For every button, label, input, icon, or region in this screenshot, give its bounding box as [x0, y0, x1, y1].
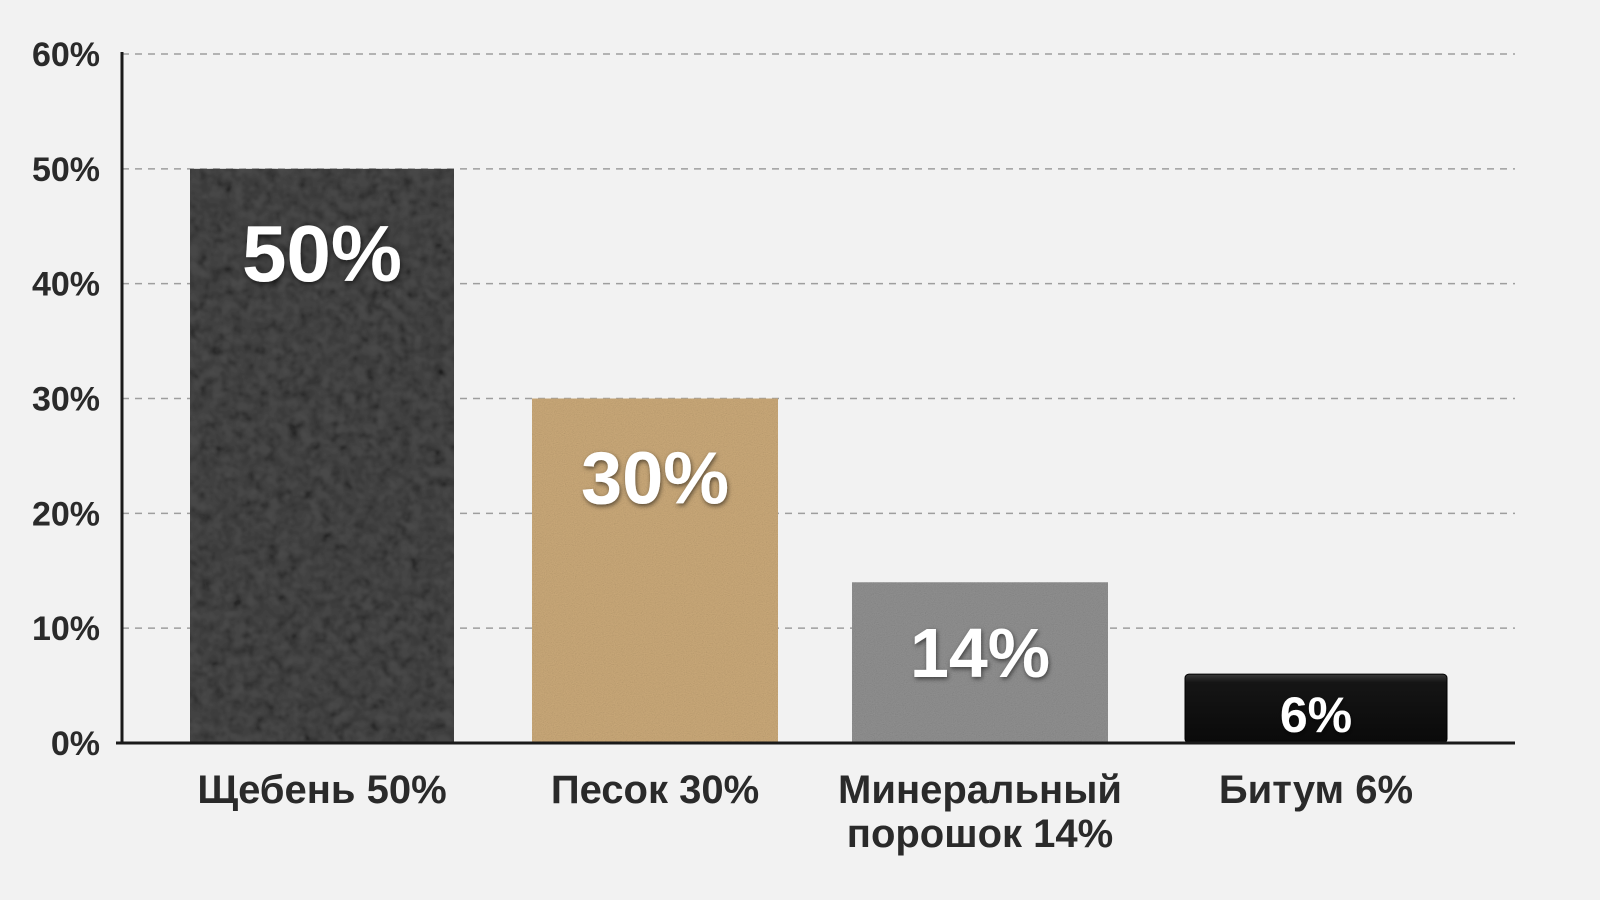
bar [532, 398, 778, 743]
bar-mineral-powder [852, 582, 1108, 743]
y-tick-label: 0% [51, 725, 100, 763]
bar-crushed-stone [190, 168, 454, 744]
bar-sand [532, 398, 778, 743]
x-category-label: Щебень 50% [197, 768, 446, 812]
grid-lines [122, 53, 1515, 629]
bar-value-label: 6% [1280, 687, 1352, 743]
axes [116, 52, 1515, 745]
y-tick-label: 50% [32, 151, 100, 189]
x-category-label: Песок 30% [551, 768, 759, 812]
y-tick-label: 60% [32, 36, 100, 74]
x-category-label: Битум 6% [1219, 768, 1413, 812]
labels: 0% 10% 20% 30% 40% 50% 60% 50% Щебень 50% 30% Песо… [32, 36, 1413, 856]
x-category-label: Минеральный порошок 14% [838, 768, 1122, 856]
y-tick-label: 10% [32, 610, 100, 648]
y-tick-label: 30% [32, 381, 100, 419]
bar-value-label: 14% [910, 614, 1050, 692]
bar [852, 582, 1108, 743]
bar [190, 168, 454, 744]
bar-value-label: 30% [581, 437, 729, 520]
bars [190, 168, 1448, 744]
y-tick-label: 20% [32, 495, 100, 533]
bar-value-label: 50% [242, 209, 402, 298]
y-tick-label: 40% [32, 266, 100, 304]
